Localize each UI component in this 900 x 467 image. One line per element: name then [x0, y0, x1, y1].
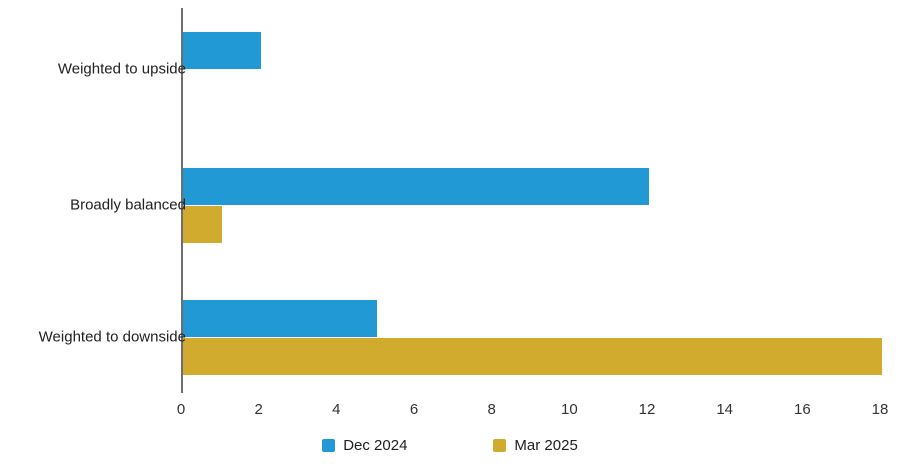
legend-label: Dec 2024 — [343, 437, 408, 454]
x-tick-label: 18 — [871, 401, 889, 418]
legend: Dec 2024 Mar 2025 — [0, 437, 900, 454]
x-tick-label: 16 — [793, 401, 811, 418]
category-label: Weighted to upside — [57, 60, 186, 78]
bar-dec-2024 — [183, 168, 649, 205]
x-tick-label: 10 — [560, 401, 578, 418]
x-tick-label: 14 — [716, 401, 733, 418]
x-tick-label: 2 — [254, 401, 263, 418]
bar-dec-2024 — [183, 32, 261, 69]
x-tick-label: 8 — [487, 401, 496, 418]
x-tick-label: 0 — [176, 401, 186, 418]
y-axis-line — [181, 8, 183, 393]
category-label: Broadly balanced — [70, 196, 186, 214]
x-tick-label: 12 — [638, 401, 656, 418]
legend-item-dec-2024[interactable]: Dec 2024 — [322, 437, 407, 454]
bar-dec-2024 — [183, 300, 377, 337]
x-tick-label: 6 — [409, 401, 419, 418]
bar-mar-2025 — [183, 206, 222, 243]
legend-item-mar-2025[interactable]: Mar 2025 — [493, 437, 578, 454]
category-label: Weighted to downside — [38, 328, 186, 346]
legend-swatch — [322, 439, 336, 452]
legend-label: Mar 2025 — [514, 437, 578, 454]
x-tick-label: 4 — [332, 401, 341, 418]
legend-swatch — [493, 439, 507, 452]
bar-mar-2025 — [183, 338, 882, 375]
